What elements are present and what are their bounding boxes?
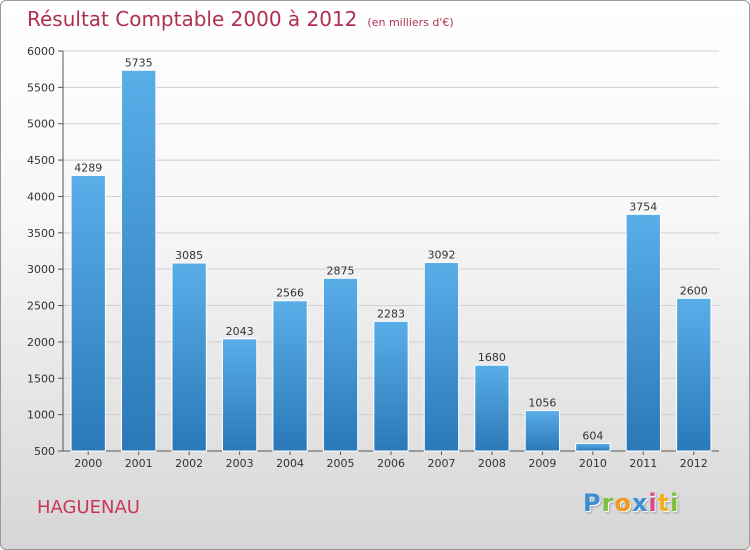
x-tick-label: 2001 xyxy=(125,457,153,470)
data-label: 3092 xyxy=(427,248,455,261)
x-tick-label: 2000 xyxy=(74,457,102,470)
x-tick-label: 2007 xyxy=(427,457,455,470)
x-tick-label: 2010 xyxy=(579,457,607,470)
proxiti-logo: Proxiti xyxy=(583,489,679,517)
data-label: 2043 xyxy=(226,325,254,338)
x-tick-label: 2009 xyxy=(528,457,556,470)
y-tick-label: 5500 xyxy=(27,81,55,94)
bar xyxy=(373,320,409,452)
logo-letter: x xyxy=(631,489,649,517)
data-label: 604 xyxy=(582,429,603,442)
chart-title: Résultat Comptable 2000 à 2012 (en millie… xyxy=(27,7,454,31)
x-tick-label: 2005 xyxy=(327,457,355,470)
y-tick-label: 3500 xyxy=(27,227,55,240)
bar xyxy=(575,442,611,452)
x-tick-label: 2002 xyxy=(175,457,203,470)
bar xyxy=(171,262,207,452)
y-tick-label: 1500 xyxy=(27,372,55,385)
bar xyxy=(423,261,460,452)
data-label: 2875 xyxy=(327,264,355,277)
y-tick-label: 500 xyxy=(34,445,55,458)
logo-letter: P xyxy=(583,489,602,517)
bar xyxy=(221,338,258,452)
x-tick-label: 2011 xyxy=(629,457,657,470)
bar xyxy=(474,364,510,452)
y-tick-label: 3000 xyxy=(27,263,55,276)
axes: 500 1000 1500 2000 2500 3000 3500 4000 4500 5000 5… xyxy=(27,45,719,470)
labels: 4289 5735 3085 2043 2566 2875 2283 3092 1680 1056… xyxy=(74,56,708,442)
y-tick-label: 1000 xyxy=(27,409,55,422)
bar xyxy=(676,297,712,452)
bars xyxy=(70,69,712,452)
logo-letter: t xyxy=(657,489,671,517)
data-label: 2283 xyxy=(377,307,405,320)
y-tick-label: 2500 xyxy=(27,300,55,313)
x-tick-label: 2004 xyxy=(276,457,304,470)
y-tick-label: 2000 xyxy=(27,336,55,349)
bar xyxy=(70,174,106,452)
logo-letter: o xyxy=(614,489,632,517)
x-tick-label: 2006 xyxy=(377,457,405,470)
x-tick-label: 2008 xyxy=(478,457,506,470)
data-label: 2566 xyxy=(276,287,304,300)
data-label: 1056 xyxy=(528,397,556,410)
data-label: 1680 xyxy=(478,351,506,364)
x-tick-label: 2012 xyxy=(680,457,708,470)
bar xyxy=(272,300,308,452)
bar xyxy=(121,69,157,452)
y-tick-label: 4500 xyxy=(27,154,55,167)
logo-letter: r xyxy=(601,489,615,517)
x-tick-label: 2003 xyxy=(226,457,254,470)
logo-letter: i xyxy=(670,489,680,517)
data-label: 3754 xyxy=(629,200,657,213)
y-tick-label: 5000 xyxy=(27,118,55,131)
chart-title-unit: (en milliers d'€) xyxy=(367,16,454,29)
data-label: 3085 xyxy=(175,249,203,262)
data-label: 5735 xyxy=(125,56,153,69)
logo-letter: i xyxy=(648,489,658,517)
y-tick-label: 4000 xyxy=(27,190,55,203)
city-name: HAGUENAU xyxy=(37,497,140,518)
y-tick-label: 6000 xyxy=(27,45,55,58)
bar xyxy=(524,410,561,452)
chart-title-main: Résultat Comptable 2000 à 2012 xyxy=(27,7,358,31)
data-label: 2600 xyxy=(680,284,708,297)
data-label: 4289 xyxy=(74,161,102,174)
bar xyxy=(625,213,661,452)
bar xyxy=(322,277,359,452)
